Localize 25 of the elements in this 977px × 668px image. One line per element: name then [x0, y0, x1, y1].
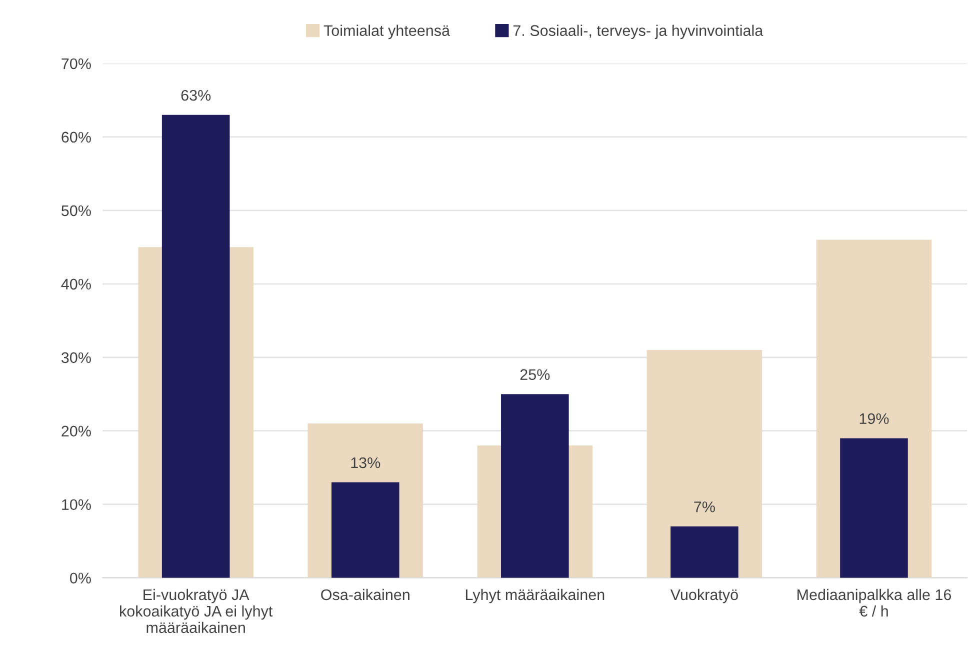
legend-label: 7. Sosiaali-, terveys- ja hyvinvointiala [513, 24, 764, 40]
x-tick-label: Lyhyt määräaikainen [466, 588, 604, 604]
y-tick-label: 50% [62, 205, 91, 216]
y-tick-label: 10% [62, 499, 91, 510]
bar [162, 114, 230, 578]
y-tick-label: 60% [62, 132, 91, 143]
y-tick-label: 20% [62, 426, 91, 437]
y-tick-label: 0% [70, 572, 91, 584]
x-tick-label: Vuokratyö [670, 588, 738, 604]
x-tick-label: Osa-aikainen [321, 588, 410, 600]
data-label: 19% [860, 413, 889, 424]
y-tick-label: 30% [61, 352, 91, 364]
data-label: 7% [694, 502, 715, 512]
legend-label: Toimialat yhteensä [324, 24, 450, 40]
x-tick-label: Mediaanipalkka alle 16 € / h [798, 588, 952, 617]
bar [501, 394, 569, 578]
bar [331, 482, 400, 578]
y-tick-label: 70% [62, 58, 91, 70]
y-tick-label: 40% [61, 278, 91, 290]
x-tick-label: Ei-vuokratyö JA kokoaikatyö JA ei lyhyt määräaikainen [120, 588, 273, 634]
data-label: 13% [351, 457, 380, 468]
data-label: 25% [520, 369, 550, 380]
bar [670, 526, 738, 578]
bar [840, 438, 908, 578]
data-label: 63% [181, 90, 211, 101]
